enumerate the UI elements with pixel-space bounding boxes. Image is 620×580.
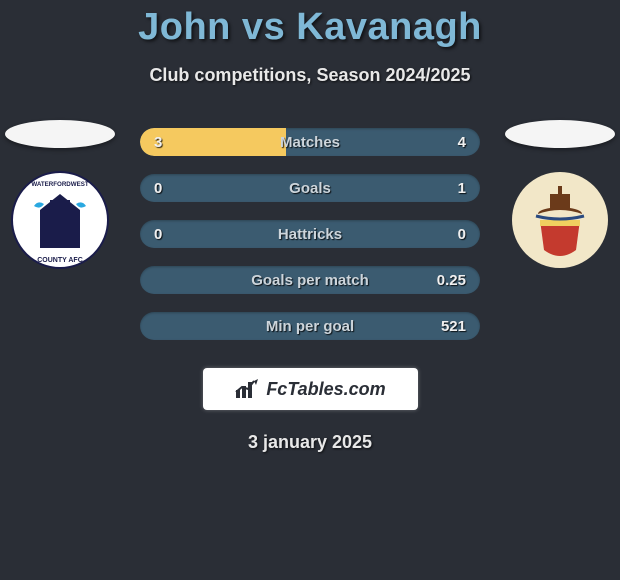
stat-value-right: 521	[441, 318, 466, 335]
right-player-column	[500, 120, 620, 270]
stat-label: Min per goal	[266, 318, 354, 335]
comparison-panel: WATERFORDWEST COUNTY AFC 3 Matches 4 0 Goals…	[0, 128, 620, 340]
stat-label: Matches	[280, 134, 340, 151]
stat-value-left: 0	[154, 226, 162, 243]
stat-row: Min per goal 521	[140, 312, 480, 340]
stats-list: 3 Matches 4 0 Goals 1 0 Hattricks 0 Goals per mat…	[140, 128, 480, 340]
stat-label: Hattricks	[278, 226, 342, 243]
stat-row: 0 Hattricks 0	[140, 220, 480, 248]
crest-left-svg: WATERFORDWEST COUNTY AFC	[10, 170, 110, 270]
stat-row: 0 Goals 1	[140, 174, 480, 202]
subtitle: Club competitions, Season 2024/2025	[0, 65, 620, 86]
brand-badge[interactable]: FcTables.com	[203, 368, 418, 410]
brand-text: FcTables.com	[266, 379, 385, 400]
footer-date: 3 january 2025	[0, 432, 620, 453]
stat-label: Goals	[289, 180, 331, 197]
stat-value-left: 0	[154, 180, 162, 197]
stat-label: Goals per match	[251, 272, 369, 289]
player-photo-placeholder-left	[5, 120, 115, 148]
stat-value-right: 1	[458, 180, 466, 197]
crest-right-svg	[510, 170, 610, 270]
player-photo-placeholder-right	[505, 120, 615, 148]
stat-value-right: 0.25	[437, 272, 466, 289]
stat-row: 3 Matches 4	[140, 128, 480, 156]
stat-row: Goals per match 0.25	[140, 266, 480, 294]
team-crest-right	[510, 170, 610, 270]
team-crest-left: WATERFORDWEST COUNTY AFC	[10, 170, 110, 270]
svg-text:WATERFORDWEST: WATERFORDWEST	[31, 181, 89, 188]
stat-value-right: 0	[458, 226, 466, 243]
left-player-column: WATERFORDWEST COUNTY AFC	[0, 120, 120, 270]
stat-value-left: 3	[154, 134, 162, 151]
page-title: John vs Kavanagh	[0, 0, 620, 49]
chart-icon	[234, 378, 260, 400]
svg-text:COUNTY AFC: COUNTY AFC	[37, 257, 83, 264]
stat-value-right: 4	[458, 134, 466, 151]
